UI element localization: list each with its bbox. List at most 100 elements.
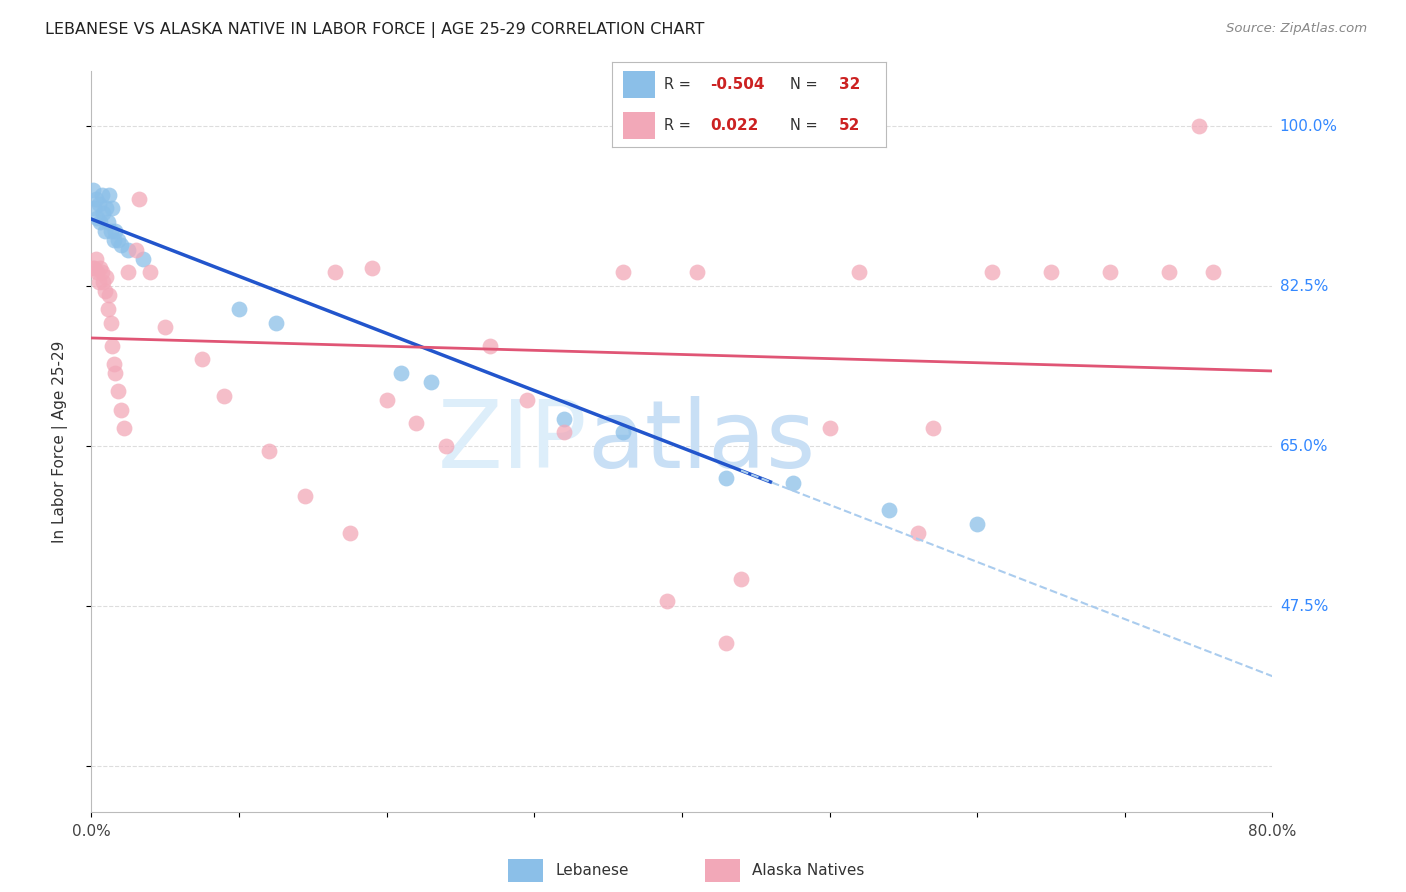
Point (323, 265, 346, 279)
Point (294, 489, 316, 503)
Text: 0.022: 0.022 (710, 118, 759, 133)
Point (96, 202, 118, 216)
Point (848, 265, 870, 279)
Point (93, 284, 115, 298)
Bar (508, 859, 543, 882)
Point (553, 411, 575, 425)
Point (107, 384, 129, 399)
Point (98, 187, 121, 202)
Point (907, 525, 929, 540)
Point (87, 197, 110, 211)
Point (97, 301, 120, 316)
Point (782, 475, 804, 490)
Point (87, 275, 110, 289)
Point (1099, 265, 1122, 279)
Point (124, 243, 148, 257)
Text: LEBANESE VS ALASKA NATIVE IN LABOR FORCE | AGE 25-29 CORRELATION CHART: LEBANESE VS ALASKA NATIVE IN LABOR FORCE… (45, 22, 704, 38)
Bar (623, 112, 655, 139)
Point (132, 252, 155, 266)
Point (100, 224, 122, 238)
Point (101, 338, 124, 352)
Bar (623, 71, 655, 98)
Point (128, 192, 150, 206)
Point (1040, 265, 1063, 279)
Point (117, 243, 139, 257)
Point (981, 265, 1004, 279)
Point (89, 215, 111, 229)
Text: 32: 32 (839, 77, 860, 92)
Text: N =: N = (790, 77, 817, 92)
Point (84, 252, 107, 266)
Point (516, 393, 538, 408)
Point (375, 393, 398, 408)
Y-axis label: In Labor Force | Age 25-29: In Labor Force | Age 25-29 (52, 341, 67, 542)
Point (91, 206, 114, 220)
Point (877, 503, 900, 517)
Point (83, 202, 105, 216)
Text: 65.0%: 65.0% (1279, 439, 1329, 454)
Text: 0.0%: 0.0% (72, 823, 111, 838)
Point (214, 389, 236, 403)
Text: atlas: atlas (588, 395, 815, 488)
Point (104, 366, 127, 380)
Point (655, 594, 678, 608)
Text: 80.0%: 80.0% (1249, 823, 1296, 838)
Text: -0.504: -0.504 (710, 77, 765, 92)
Point (82, 183, 104, 197)
Point (104, 224, 127, 238)
Text: N =: N = (790, 118, 817, 133)
Point (86, 211, 108, 225)
Point (90, 187, 112, 202)
Text: R =: R = (664, 118, 690, 133)
Point (730, 572, 752, 586)
Point (922, 421, 945, 435)
Point (117, 265, 139, 279)
Point (1159, 265, 1181, 279)
Point (478, 338, 502, 352)
Bar (704, 859, 740, 882)
Text: 47.5%: 47.5% (1279, 599, 1329, 614)
Text: Alaska Natives: Alaska Natives (752, 863, 865, 878)
Point (818, 421, 841, 435)
Point (84, 192, 107, 206)
Point (339, 525, 361, 540)
Point (1202, 265, 1225, 279)
Point (89, 260, 111, 275)
Text: Lebanese: Lebanese (555, 863, 628, 878)
Point (97, 215, 120, 229)
Point (103, 234, 125, 248)
Point (82, 260, 104, 275)
Point (612, 265, 634, 279)
Point (107, 234, 129, 248)
Point (110, 402, 132, 417)
Point (96, 270, 118, 285)
Point (714, 635, 737, 649)
Point (112, 421, 135, 435)
Point (966, 516, 988, 531)
Point (714, 471, 737, 485)
Point (257, 443, 280, 458)
Point (553, 425, 575, 440)
Point (685, 265, 707, 279)
Point (139, 265, 162, 279)
Point (103, 357, 125, 371)
Text: Source: ZipAtlas.com: Source: ZipAtlas.com (1226, 22, 1367, 36)
Point (91, 275, 114, 289)
Point (264, 316, 287, 330)
Point (389, 366, 413, 380)
Point (360, 260, 382, 275)
Text: R =: R = (664, 77, 690, 92)
Text: 82.5%: 82.5% (1279, 278, 1329, 293)
Point (83, 260, 105, 275)
Point (153, 320, 177, 334)
Point (93, 224, 115, 238)
Point (228, 301, 250, 316)
Point (612, 425, 634, 440)
Text: 100.0%: 100.0% (1279, 119, 1339, 134)
Text: ZIP: ZIP (437, 395, 588, 488)
Text: 52: 52 (839, 118, 860, 133)
Point (101, 202, 124, 216)
Point (434, 439, 457, 453)
Point (419, 375, 441, 389)
Point (100, 316, 122, 330)
